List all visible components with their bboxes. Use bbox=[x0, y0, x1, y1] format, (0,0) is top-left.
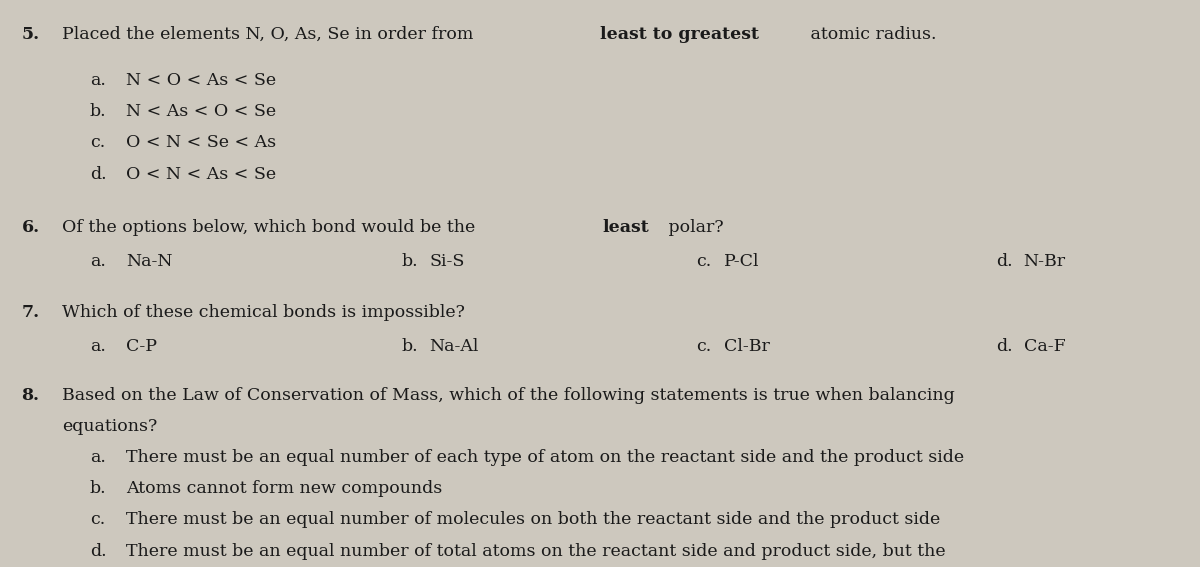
Text: equations?: equations? bbox=[62, 418, 157, 435]
Text: O < N < As < Se: O < N < As < Se bbox=[126, 166, 276, 183]
Text: d.: d. bbox=[90, 543, 107, 560]
Text: 5.: 5. bbox=[22, 26, 40, 43]
Text: Na-Al: Na-Al bbox=[430, 338, 479, 356]
Text: a.: a. bbox=[90, 253, 106, 270]
Text: 6.: 6. bbox=[22, 219, 40, 236]
Text: b.: b. bbox=[402, 338, 419, 356]
Text: least to greatest: least to greatest bbox=[600, 26, 760, 43]
Text: There must be an equal number of total atoms on the reactant side and product si: There must be an equal number of total a… bbox=[126, 543, 946, 560]
Text: Si-S: Si-S bbox=[430, 253, 464, 270]
Text: d.: d. bbox=[996, 253, 1013, 270]
Text: There must be an equal number of molecules on both the reactant side and the pro: There must be an equal number of molecul… bbox=[126, 511, 941, 528]
Text: d.: d. bbox=[90, 166, 107, 183]
Text: Atoms cannot form new compounds: Atoms cannot form new compounds bbox=[126, 480, 443, 497]
Text: b.: b. bbox=[90, 103, 107, 120]
Text: b.: b. bbox=[402, 253, 419, 270]
Text: d.: d. bbox=[996, 338, 1013, 356]
Text: polar?: polar? bbox=[664, 219, 724, 236]
Text: Cl-Br: Cl-Br bbox=[724, 338, 769, 356]
Text: c.: c. bbox=[696, 253, 712, 270]
Text: O < N < Se < As: O < N < Se < As bbox=[126, 134, 276, 151]
Text: c.: c. bbox=[90, 134, 106, 151]
Text: Based on the Law of Conservation of Mass, which of the following statements is t: Based on the Law of Conservation of Mass… bbox=[62, 387, 955, 404]
Text: P-Cl: P-Cl bbox=[724, 253, 760, 270]
Text: least: least bbox=[602, 219, 649, 236]
Text: a.: a. bbox=[90, 72, 106, 89]
Text: Na-N: Na-N bbox=[126, 253, 173, 270]
Text: N < O < As < Se: N < O < As < Se bbox=[126, 72, 276, 89]
Text: N < As < O < Se: N < As < O < Se bbox=[126, 103, 276, 120]
Text: c.: c. bbox=[90, 511, 106, 528]
Text: b.: b. bbox=[90, 480, 107, 497]
Text: 7.: 7. bbox=[22, 304, 40, 321]
Text: C-P: C-P bbox=[126, 338, 157, 356]
Text: N-Br: N-Br bbox=[1024, 253, 1066, 270]
Text: atomic radius.: atomic radius. bbox=[805, 26, 937, 43]
Text: c.: c. bbox=[696, 338, 712, 356]
Text: Which of these chemical bonds is impossible?: Which of these chemical bonds is impossi… bbox=[62, 304, 466, 321]
Text: 8.: 8. bbox=[22, 387, 40, 404]
Text: Of the options below, which bond would be the: Of the options below, which bond would b… bbox=[62, 219, 481, 236]
Text: There must be an equal number of each type of atom on the reactant side and the : There must be an equal number of each ty… bbox=[126, 449, 964, 466]
Text: Placed the elements N, O, As, Se in order from: Placed the elements N, O, As, Se in orde… bbox=[62, 26, 479, 43]
Text: a.: a. bbox=[90, 449, 106, 466]
Text: a.: a. bbox=[90, 338, 106, 356]
Text: Ca-F: Ca-F bbox=[1024, 338, 1066, 356]
